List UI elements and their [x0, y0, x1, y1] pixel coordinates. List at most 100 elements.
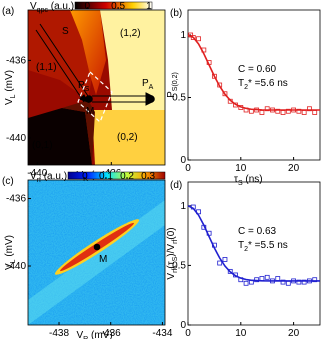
x-axis-label-part: S: [238, 180, 243, 187]
x-tick-label: 10: [235, 328, 247, 339]
data-point: [190, 35, 196, 40]
annotation: (0,2): [117, 132, 138, 143]
colorbar: [74, 1, 153, 10]
plot-frame: [27, 179, 166, 326]
data-point: [270, 107, 275, 113]
panel-label: (b): [170, 8, 182, 19]
data-point: [238, 277, 244, 283]
y-axis-label: Vrf(τS)/Vrf(0): [166, 227, 179, 279]
plot-frame: [27, 9, 166, 166]
y-tick-label: 1: [180, 201, 186, 212]
fit-line: [187, 205, 320, 282]
annotation: (1,1): [36, 62, 57, 73]
plot-frame: [187, 9, 321, 161]
colorbar-tick-label: 0.3: [141, 171, 155, 182]
annotation-part: * =5.6 ns: [248, 78, 288, 89]
data-point: [285, 108, 291, 114]
x-tick-label: 20: [288, 163, 300, 174]
data-point: [211, 73, 217, 79]
x-tick-label: 10: [235, 163, 247, 174]
data-point: [270, 278, 275, 284]
x-axis-label: VR (mV): [77, 330, 113, 339]
heatmap-a: [28, 10, 165, 165]
data-point: [275, 276, 281, 281]
y-axis-label-part: S(0,2): [172, 72, 179, 91]
y-tick-label: -436: [6, 55, 26, 66]
y-tick-label: -440: [6, 133, 26, 144]
x-axis-label-part: (ns): [243, 174, 263, 185]
y-tick-label: 0.5: [172, 260, 186, 271]
y-axis-label-part: L: [10, 94, 17, 98]
annotation-part: 2: [244, 246, 248, 253]
y-axis-label-part: S: [172, 256, 179, 261]
annotation-part: (0,2): [117, 132, 138, 143]
data-point: [233, 102, 238, 108]
y-tick-label: -440: [6, 261, 26, 272]
colorbar: [67, 171, 166, 180]
data-point: [243, 280, 249, 286]
annotation-part: C = 0.60: [238, 64, 277, 75]
data-point: [243, 107, 249, 113]
y-tick-label: 0: [180, 320, 186, 331]
data-point: [201, 47, 207, 53]
data-point: [312, 277, 318, 283]
data-point: [190, 204, 196, 210]
x-tick-label: -440: [27, 168, 47, 179]
y-axis-label: PS(0,2): [166, 72, 179, 98]
colorbar-tick-label: 0.2: [120, 171, 134, 182]
data-point: [280, 110, 286, 115]
annotation-part: T: [238, 240, 244, 251]
annotation: M: [86, 106, 94, 117]
annotation-part: S: [62, 26, 69, 37]
colorbar-tick-label: 0.5: [111, 1, 125, 12]
data-point: [196, 36, 201, 42]
x-axis-label: τS (ns): [234, 174, 263, 187]
annotation-part: 2: [244, 84, 248, 91]
data-point: [264, 274, 270, 280]
y-axis-label-part: V: [4, 263, 15, 270]
colorbar-label-part: qpc: [37, 7, 49, 14]
annotation: (1,2): [120, 28, 141, 39]
x-tick-label: -434: [152, 328, 172, 339]
data-point: [280, 279, 286, 285]
data-point: [188, 32, 194, 38]
data-point: [296, 279, 302, 285]
data-point: [248, 279, 254, 285]
data-point: [196, 209, 201, 215]
colorbar-label-part: (a.u.): [41, 171, 67, 182]
plot-frame: [187, 181, 321, 326]
annotation-part: (0,1): [32, 140, 53, 151]
panel-label: (c): [2, 176, 14, 187]
data-point: [217, 260, 223, 266]
annotation-part: S: [85, 86, 90, 93]
data-point: [206, 230, 212, 236]
colorbar-label: Vqpc (a.u.): [30, 1, 74, 14]
annotation-part: T: [238, 78, 244, 89]
annotation-part: P: [142, 78, 149, 89]
data-point: [201, 224, 207, 230]
annotation: S: [62, 26, 69, 37]
data-point: [259, 276, 265, 281]
colorbar-label-part: V: [30, 1, 37, 12]
y-axis-label-part: rf: [172, 240, 179, 244]
annotation-part: M: [99, 254, 107, 265]
x-tick-label: 0: [185, 328, 191, 339]
data-point: [285, 280, 291, 286]
data-point: [312, 110, 318, 115]
annotation-part: P: [78, 80, 85, 91]
annotation: T2* =5.6 ns: [238, 78, 288, 91]
y-axis-label-part: )/V: [166, 244, 177, 257]
data-point: [227, 98, 233, 104]
data-point: [211, 242, 217, 248]
data-point: [296, 108, 302, 114]
annotation-part: A: [149, 84, 154, 91]
annotation: (0,1): [32, 140, 53, 151]
data-point: [206, 60, 212, 65]
colorbar-label-part: (a.u.): [48, 1, 74, 12]
y-axis-label-part: (0): [166, 227, 177, 239]
data-point: [307, 106, 312, 112]
y-axis-label-part: P: [166, 91, 177, 98]
data-point: [264, 106, 270, 112]
annotation-part: C = 0.63: [238, 226, 277, 237]
